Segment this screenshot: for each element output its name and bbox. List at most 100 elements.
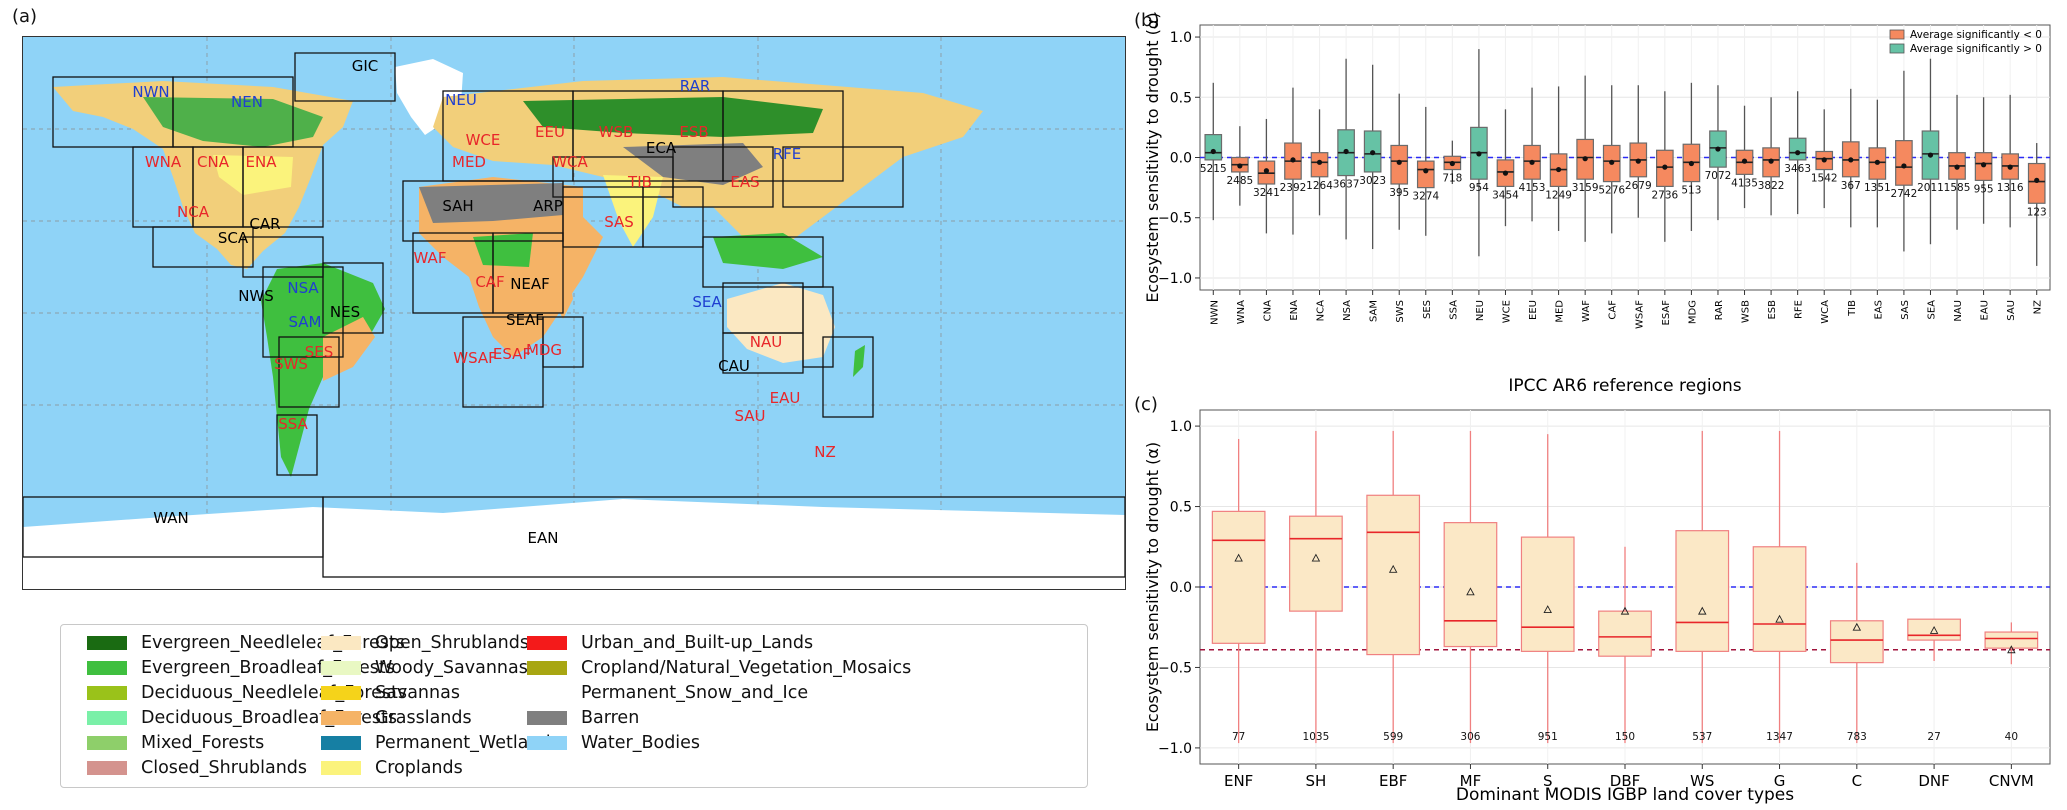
legend-swatch xyxy=(87,761,127,775)
region-label-nwn: NWN xyxy=(132,83,169,101)
mean-marker xyxy=(1852,622,1862,631)
y-tick-label: −0.5 xyxy=(1158,660,1192,676)
chart-b-legend: Average significantly < 0 Average signifi… xyxy=(1889,29,2042,55)
region-label-cau: CAU xyxy=(718,357,750,375)
region-label-eas: EAS xyxy=(730,173,759,191)
landmass-africa xyxy=(419,177,603,357)
box-c xyxy=(1829,562,1884,744)
box-body xyxy=(1907,618,1961,641)
legend-label: Croplands xyxy=(375,758,463,778)
legend-item-closed-shrublands: Closed_Shrublands xyxy=(87,758,307,778)
mean-marker xyxy=(1290,157,1296,163)
x-tick-label: TIB xyxy=(1847,300,1858,317)
x-tick-label: WS xyxy=(1690,772,1714,790)
count-label: 40 xyxy=(2005,731,2018,743)
legend-swatch xyxy=(321,661,361,675)
legend-swatch xyxy=(321,736,361,750)
x-tick-label: WCE xyxy=(1501,300,1512,323)
count-label: 951 xyxy=(1538,731,1558,743)
box-body xyxy=(1895,140,1913,186)
y-tick-label: 0.5 xyxy=(1170,500,1192,516)
mean-marker xyxy=(1715,146,1721,152)
region-label-eca: ECA xyxy=(646,139,677,157)
box-enf xyxy=(1211,438,1266,744)
legend-item-permanent-snow-and-ice: Permanent_Snow_and_Ice xyxy=(527,683,808,703)
box-neu xyxy=(1470,49,1488,257)
landmass-antarctica xyxy=(23,499,1125,589)
count-label: 5215 xyxy=(1200,163,1227,175)
count-label: 1264 xyxy=(1306,180,1333,192)
count-label: 1351 xyxy=(1864,182,1891,194)
x-tick-label: WAF xyxy=(1581,300,1592,322)
box-caf xyxy=(1602,85,1621,234)
box-cna xyxy=(1257,118,1276,234)
box-sws xyxy=(1390,93,1409,230)
chart-landcover-boxplot: 1.0 0.5 0.0 −0.5 −1.0 77 ENF 1035 SH 599 EBF 306 MF 9… xyxy=(1143,409,2051,805)
box-body xyxy=(1675,530,1730,652)
box-body xyxy=(1366,494,1421,656)
x-tick-label: ESAF xyxy=(1661,300,1672,326)
box-nwn xyxy=(1204,82,1223,221)
y-axis-title: Ecosystem sensitivity to drought (α) xyxy=(1143,442,1162,732)
mean-marker xyxy=(1662,164,1668,170)
x-tick-label: DBF xyxy=(1610,772,1640,790)
x-tick-label: RFE xyxy=(1794,300,1805,319)
x-tick-label: SAU xyxy=(2006,300,2017,321)
count-label: 4153 xyxy=(1519,182,1546,194)
legend-item-permanent-wetlands: Permanent_Wetlands xyxy=(321,733,560,753)
legend-label: Permanent_Snow_and_Ice xyxy=(581,683,809,703)
x-tick-label: EBF xyxy=(1379,772,1407,790)
legend-swatch xyxy=(87,636,127,650)
x-tick-label: NAU xyxy=(1953,300,1964,322)
box-s xyxy=(1520,434,1575,744)
legend-swatch xyxy=(1889,29,1905,40)
region-label-neaf: NEAF xyxy=(510,275,550,293)
y-tick-label: 0.5 xyxy=(1170,90,1192,106)
count-label: 2679 xyxy=(1625,180,1652,192)
region-label-sws: SWS xyxy=(274,355,308,373)
y-tick-label: −1.0 xyxy=(1158,271,1192,287)
mean-marker xyxy=(1449,160,1455,167)
count-label: 1035 xyxy=(1303,731,1330,743)
region-boundaries xyxy=(23,52,1125,578)
mean-marker xyxy=(1635,158,1641,164)
legend-swatch xyxy=(87,686,127,700)
count-label: 1585 xyxy=(1944,182,1971,194)
legend-item-grasslands: Grasslands xyxy=(321,708,472,728)
x-tick-label: SAS xyxy=(1900,300,1911,320)
x-tick-label: ENF xyxy=(1224,772,1253,790)
x-tick-label: SAM xyxy=(1369,300,1380,322)
box-body xyxy=(1204,134,1223,161)
count-label: 7072 xyxy=(1705,170,1732,182)
region-label-neu: NEU xyxy=(445,91,477,109)
landmass-maritime-se-asia xyxy=(713,233,823,269)
x-axis-title: Dominant MODIS IGBP land cover types xyxy=(1456,785,1794,805)
mean-marker xyxy=(1821,157,1827,163)
mean-marker xyxy=(1234,553,1243,562)
legend-swatch xyxy=(321,711,361,725)
legend-label: Savannas xyxy=(375,683,460,703)
count-label: 783 xyxy=(1847,731,1867,743)
x-tick-label: SWS xyxy=(1395,300,1406,323)
region-label-gic: GIC xyxy=(352,57,379,75)
region-label-caf: CAF xyxy=(475,273,504,291)
box-sam xyxy=(1363,64,1382,250)
legend-swatch xyxy=(321,761,361,775)
mean-marker xyxy=(1555,166,1562,173)
region-label-nsa: NSA xyxy=(287,279,319,297)
count-label: 599 xyxy=(1383,731,1403,743)
region-label-tib: TIB xyxy=(627,173,652,191)
box-body xyxy=(1289,515,1343,612)
region-label-ssa: SSA xyxy=(278,415,308,433)
count-label: 2736 xyxy=(1651,189,1678,201)
box-wsaf xyxy=(1629,85,1648,218)
box-eeu xyxy=(1523,87,1541,222)
count-label: 3159 xyxy=(1572,182,1599,194)
count-label: 1249 xyxy=(1545,189,1572,201)
box-dbf xyxy=(1598,546,1652,744)
region-label-med: MED xyxy=(452,153,486,171)
count-label: 3463 xyxy=(1784,163,1811,175)
y-tick-label: 1.0 xyxy=(1170,419,1192,435)
x-tick-label: NCA xyxy=(1316,300,1327,321)
count-label: 1316 xyxy=(1997,182,2024,194)
